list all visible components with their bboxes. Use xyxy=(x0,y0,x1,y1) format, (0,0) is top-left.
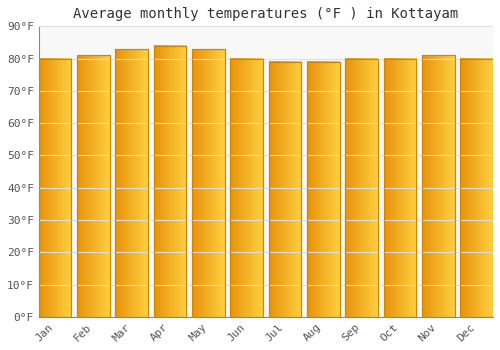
Bar xyxy=(422,55,454,317)
Bar xyxy=(384,58,416,317)
Bar xyxy=(346,58,378,317)
Bar xyxy=(269,62,302,317)
Bar xyxy=(39,58,72,317)
Bar xyxy=(154,46,186,317)
Bar xyxy=(192,49,224,317)
Title: Average monthly temperatures (°F ) in Kottayam: Average monthly temperatures (°F ) in Ko… xyxy=(74,7,458,21)
Bar xyxy=(77,55,110,317)
Bar xyxy=(307,62,340,317)
Bar xyxy=(116,49,148,317)
Bar xyxy=(154,46,186,317)
Bar xyxy=(460,58,493,317)
Bar xyxy=(77,55,110,317)
Bar xyxy=(269,62,302,317)
Bar xyxy=(230,58,263,317)
Bar xyxy=(39,58,72,317)
Bar xyxy=(460,58,493,317)
Bar xyxy=(422,55,454,317)
Bar xyxy=(192,49,224,317)
Bar xyxy=(384,58,416,317)
Bar xyxy=(230,58,263,317)
Bar xyxy=(346,58,378,317)
Bar xyxy=(307,62,340,317)
Bar xyxy=(116,49,148,317)
